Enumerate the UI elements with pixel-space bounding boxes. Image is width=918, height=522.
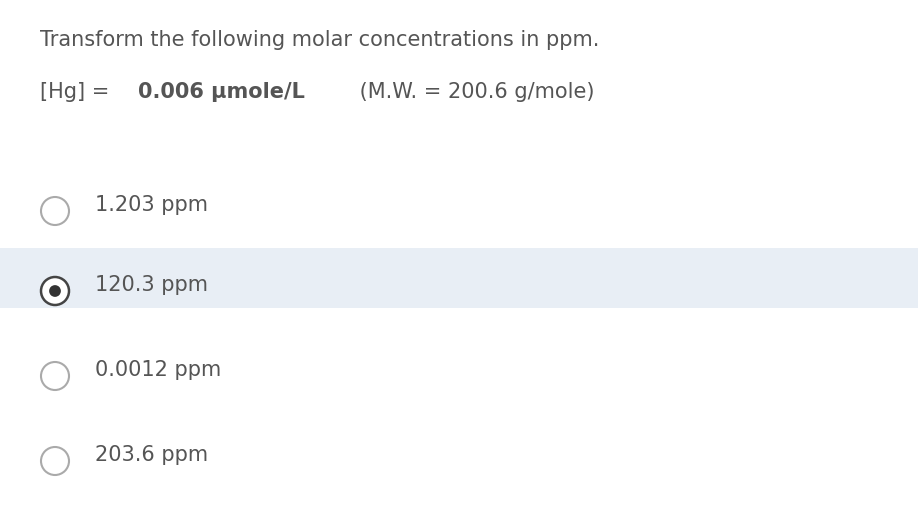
Text: [Hg] =: [Hg] = bbox=[40, 82, 116, 102]
Circle shape bbox=[50, 285, 61, 297]
Circle shape bbox=[41, 362, 69, 390]
Text: 0.006 μmole/L: 0.006 μmole/L bbox=[138, 82, 305, 102]
Circle shape bbox=[41, 197, 69, 225]
Bar bbox=[0, 248, 918, 308]
Text: 1.203 ppm: 1.203 ppm bbox=[95, 195, 208, 215]
Text: 120.3 ppm: 120.3 ppm bbox=[95, 275, 208, 295]
Circle shape bbox=[41, 277, 69, 305]
Text: Transform the following molar concentrations in ppm.: Transform the following molar concentrat… bbox=[40, 30, 599, 50]
Text: 203.6 ppm: 203.6 ppm bbox=[95, 445, 208, 465]
Text: 0.0012 ppm: 0.0012 ppm bbox=[95, 360, 221, 380]
Circle shape bbox=[41, 447, 69, 475]
Text: (M.W. = 200.6 g/mole): (M.W. = 200.6 g/mole) bbox=[353, 82, 595, 102]
